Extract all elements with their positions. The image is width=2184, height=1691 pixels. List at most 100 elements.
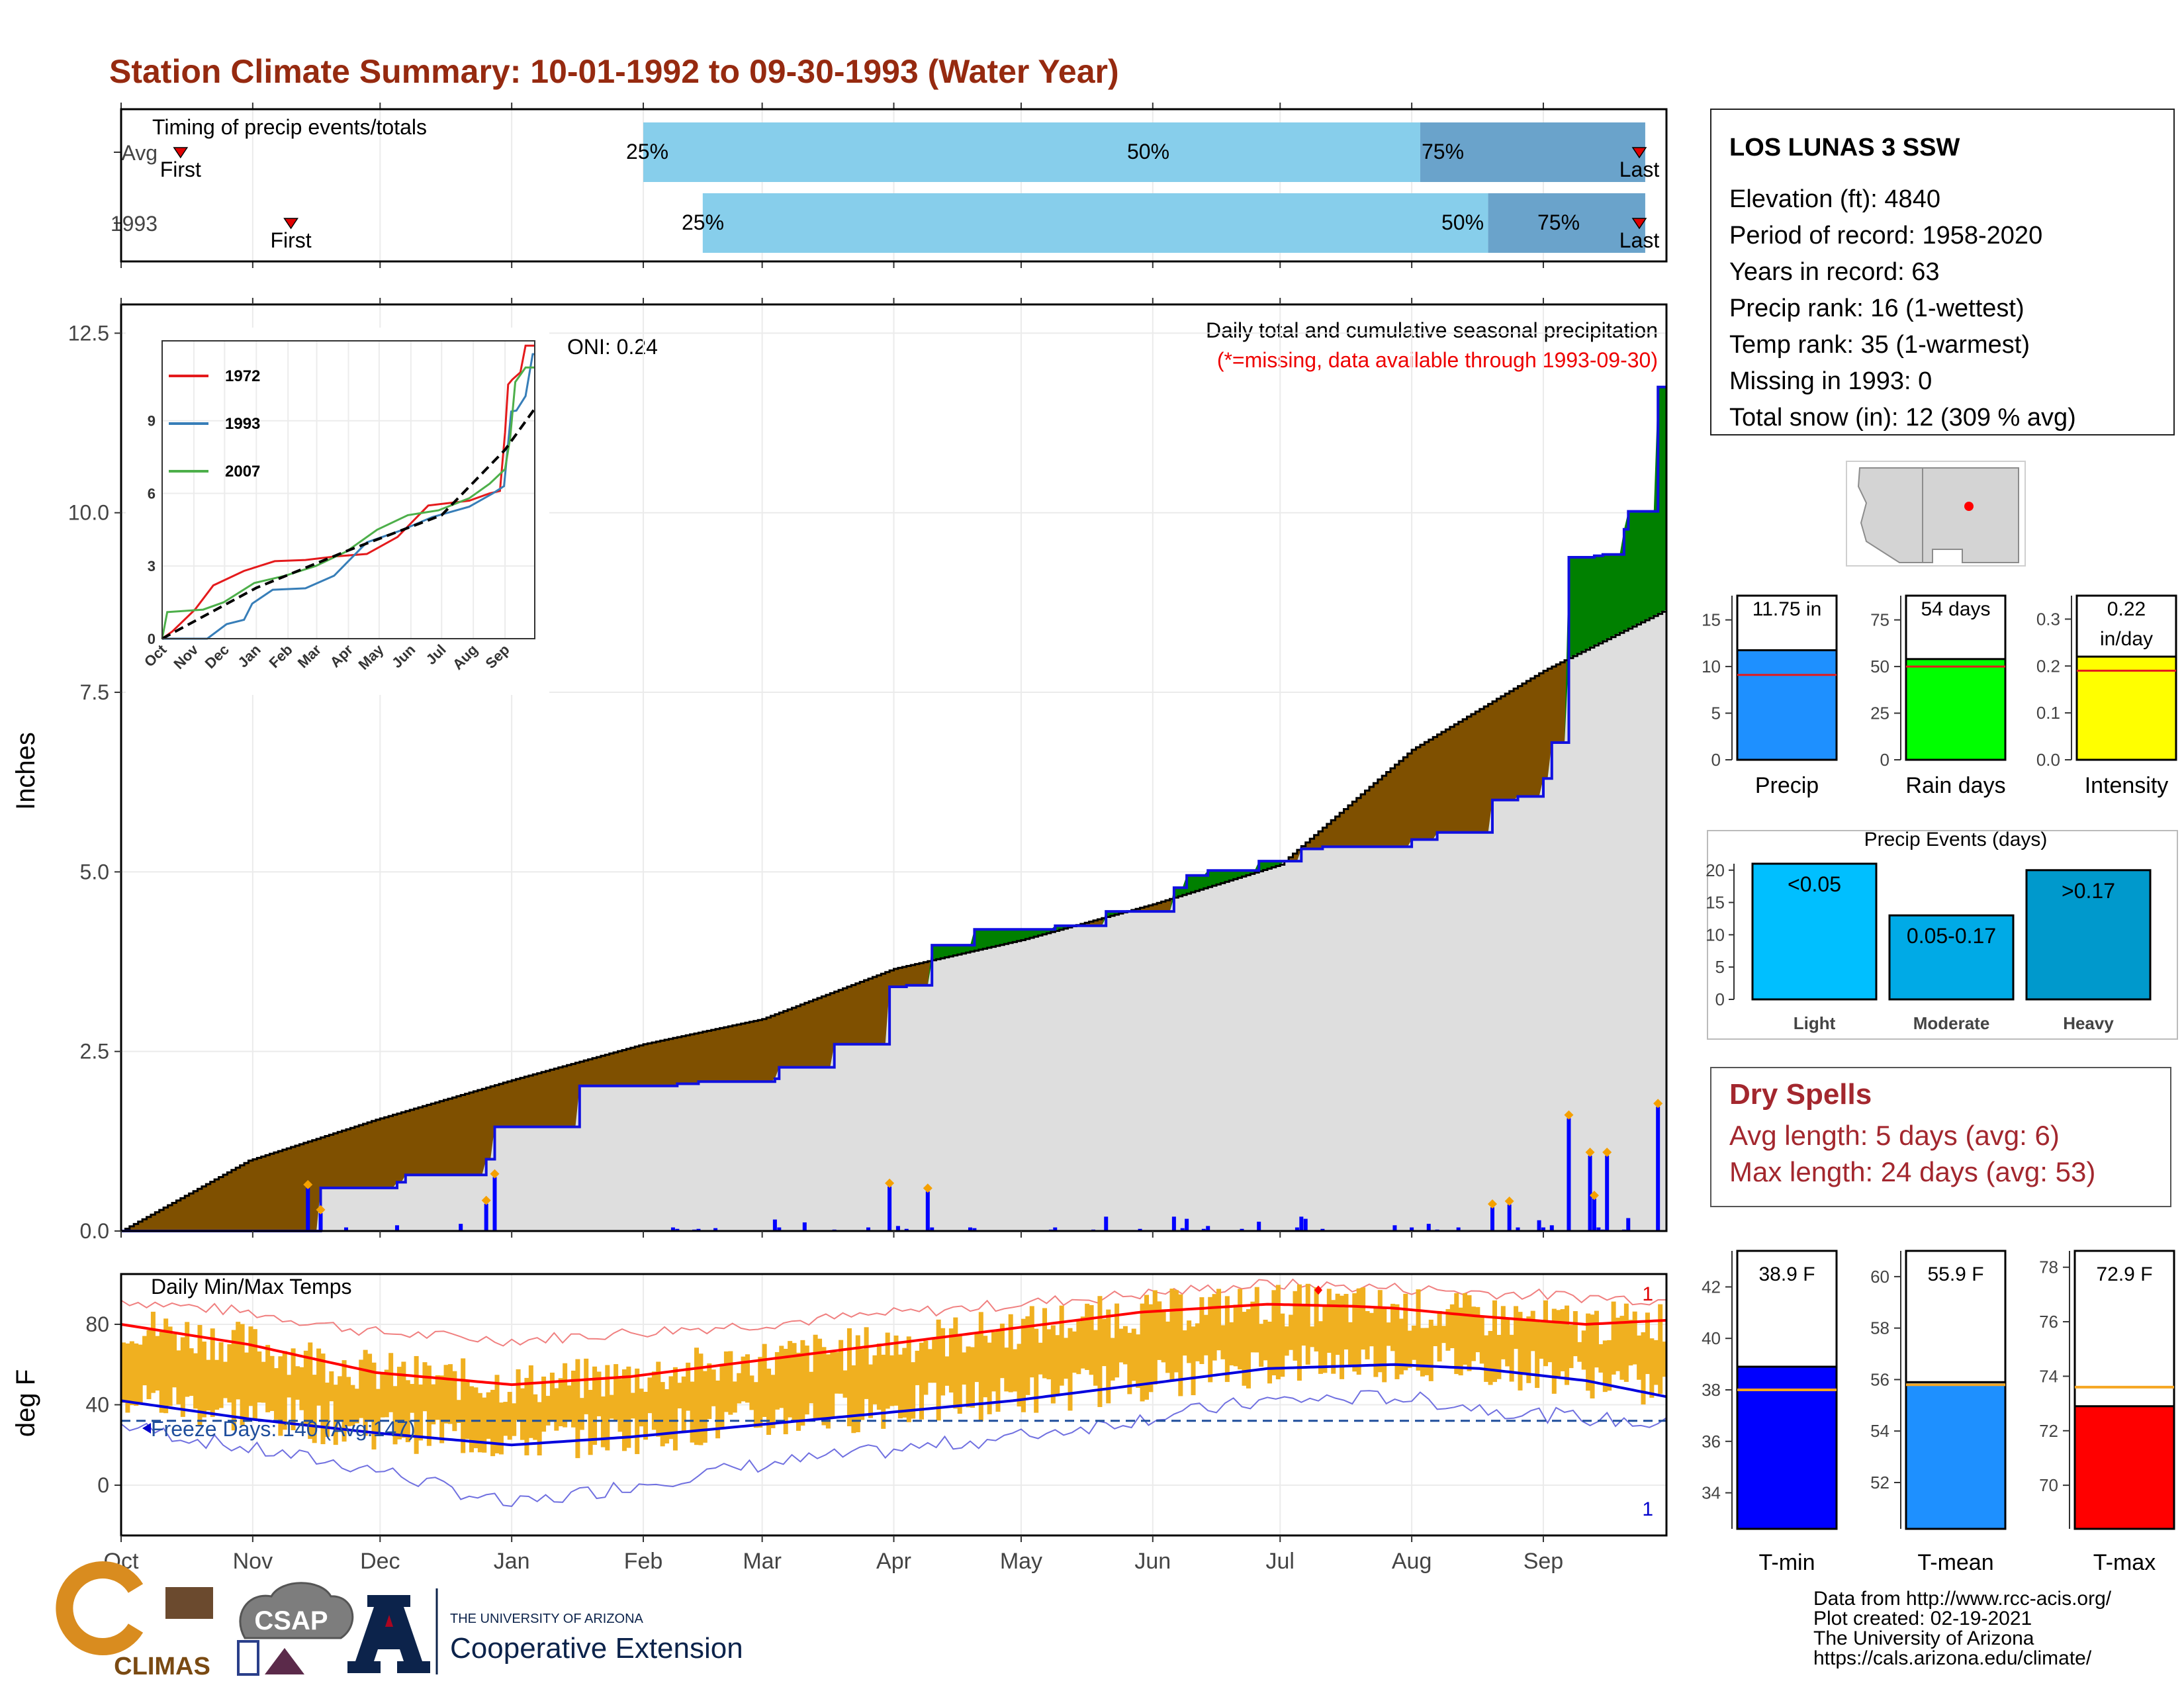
heavy-event-marker	[1487, 1199, 1497, 1209]
daily-temp-bar	[1029, 1306, 1034, 1378]
daily-temp-bar	[1484, 1335, 1489, 1382]
daily-temp-bar	[163, 1318, 169, 1414]
daily-temp-bar	[1343, 1294, 1349, 1349]
temp-summary-ytick-label: 40	[1702, 1328, 1721, 1348]
ua-block-a-inner	[385, 1615, 393, 1627]
timing-bar-lower	[643, 122, 1420, 182]
daily-temp-bar	[1649, 1338, 1655, 1398]
daily-temp-bar	[269, 1355, 275, 1411]
temp-ylabel: deg F	[11, 1369, 40, 1437]
daily-temp-bar	[363, 1349, 368, 1436]
daily-temp-bar	[672, 1367, 678, 1451]
daily-temp-bar	[1467, 1295, 1472, 1371]
daily-temp-bar	[1623, 1303, 1629, 1382]
daily-temp-bar	[1475, 1306, 1480, 1353]
summary-bar-label: Intensity	[2085, 773, 2169, 798]
daily-precip-bar	[696, 1228, 701, 1231]
daily-temp-bar	[1424, 1328, 1430, 1375]
daily-temp-bar	[1085, 1303, 1090, 1370]
daily-temp-bar	[864, 1327, 869, 1399]
daily-temp-bar	[439, 1375, 445, 1443]
daily-temp-bar	[1008, 1314, 1013, 1393]
inset-series-line	[162, 353, 535, 640]
daily-temp-bar	[609, 1394, 614, 1419]
daily-temp-bar	[1203, 1314, 1208, 1355]
daily-temp-bar	[570, 1370, 576, 1428]
daily-temp-bar	[1365, 1310, 1370, 1359]
daily-temp-bar	[193, 1353, 199, 1409]
daily-temp-bar	[405, 1380, 410, 1443]
daily-temp-bar	[1199, 1297, 1205, 1364]
daily-temp-bar	[592, 1366, 598, 1445]
record-low-line	[120, 1390, 1667, 1507]
daily-temp-bar	[846, 1328, 852, 1426]
daily-temp-bar	[146, 1330, 152, 1400]
oni-label: ONI: 0.24	[567, 335, 658, 359]
daily-temp-bar	[201, 1342, 206, 1418]
daily-temp-bar	[1454, 1293, 1459, 1375]
daily-temp-bar	[842, 1370, 848, 1398]
daily-temp-bar	[732, 1381, 737, 1413]
daily-temp-bar	[295, 1366, 300, 1400]
freeze-days-label: Freeze Days: 140 (Avg:147)	[151, 1417, 416, 1441]
daily-temp-bar	[1118, 1328, 1124, 1363]
daily-temp-bar	[1182, 1330, 1187, 1356]
daily-temp-bar	[1637, 1335, 1642, 1380]
daily-temp-bar	[171, 1334, 177, 1388]
ua-logo: THE UNIVERSITY OF ARIZONA Cooperative Ex…	[347, 1588, 743, 1674]
heavy-event-marker	[316, 1205, 326, 1214]
daily-temp-bar	[1628, 1320, 1633, 1366]
daily-temp-bar	[1025, 1316, 1030, 1395]
heavy-event-marker	[1564, 1110, 1574, 1120]
station-box: LOS LUNAS 3 SSW Elevation (ft): 4840 Per…	[1710, 109, 2175, 435]
daily-temp-bar	[1479, 1317, 1484, 1364]
dry-spells-title: Dry Spells	[1729, 1078, 1872, 1111]
inset-series-line	[161, 408, 536, 640]
temp-summary-bar	[1736, 1365, 1838, 1530]
daily-temp-bar	[1428, 1319, 1433, 1381]
daily-temp-bar	[410, 1384, 415, 1413]
daily-temp-bar	[1293, 1291, 1298, 1361]
daily-temp-bar	[138, 1344, 143, 1403]
daily-temp-bar	[855, 1335, 860, 1433]
daily-temp-bar	[1569, 1324, 1574, 1369]
footer: CLIMAS CSAP THE UNIVERSITY OF ARIZONA Co…	[56, 1561, 2112, 1680]
daily-temp-bar	[1488, 1330, 1493, 1385]
daily-precip-bar	[1240, 1228, 1244, 1231]
daily-temp-bar	[533, 1394, 538, 1440]
events-ytick-label: 5	[1715, 957, 1725, 977]
daily-temp-bar	[1373, 1307, 1379, 1377]
daily-temp-bar	[125, 1343, 130, 1413]
daily-temp-bar	[1212, 1294, 1217, 1361]
daily-temp-bar	[380, 1373, 385, 1418]
daily-precip-bar	[1537, 1220, 1541, 1231]
daily-temp-bar	[1050, 1325, 1056, 1404]
heavy-event-marker	[303, 1179, 313, 1189]
summary-bar-ytick-label: 25	[1870, 704, 1889, 723]
daily-temp-bar	[1038, 1342, 1043, 1375]
first-label: First	[270, 228, 311, 252]
daily-temp-bar	[1055, 1335, 1060, 1394]
daily-precip-bar	[1626, 1218, 1631, 1231]
daily-precip-bar	[1605, 1156, 1610, 1231]
daily-temp-bar	[1280, 1313, 1285, 1377]
daily-temp-bar	[1152, 1290, 1158, 1385]
daily-temp-bar	[1021, 1318, 1026, 1412]
daily-temp-bar	[545, 1396, 551, 1426]
daily-temp-bar	[329, 1371, 334, 1402]
daily-temp-bar	[927, 1349, 933, 1383]
daily-temp-bar	[1518, 1312, 1523, 1391]
daily-precip-bar	[318, 1212, 323, 1231]
month-label: Sep	[1524, 1549, 1564, 1574]
daily-precip-bar	[1456, 1227, 1461, 1231]
daily-temp-bar	[668, 1376, 674, 1440]
daily-temp-bar	[1471, 1306, 1476, 1361]
daily-temp-bar	[1161, 1309, 1166, 1363]
record-low-count: 1	[1642, 1498, 1653, 1520]
temp-ytick-label: 0	[97, 1473, 109, 1497]
daily-temp-bar	[1071, 1331, 1077, 1373]
precip-ytick-label: 0.0	[80, 1219, 109, 1243]
daily-temp-bar	[893, 1335, 899, 1406]
new-mexico-shape	[1922, 467, 2019, 563]
daily-temp-bar	[1004, 1348, 1009, 1392]
